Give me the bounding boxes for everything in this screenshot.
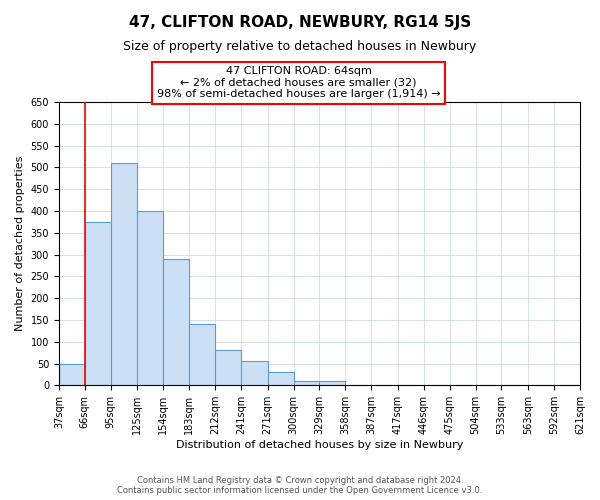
Text: 47 CLIFTON ROAD: 64sqm
← 2% of detached houses are smaller (32)
98% of semi-deta: 47 CLIFTON ROAD: 64sqm ← 2% of detached … bbox=[157, 66, 440, 99]
X-axis label: Distribution of detached houses by size in Newbury: Distribution of detached houses by size … bbox=[176, 440, 463, 450]
Y-axis label: Number of detached properties: Number of detached properties bbox=[15, 156, 25, 332]
Bar bbox=[319, 381, 346, 386]
Bar bbox=[268, 372, 293, 386]
Bar bbox=[293, 381, 319, 386]
Text: Size of property relative to detached houses in Newbury: Size of property relative to detached ho… bbox=[124, 40, 476, 53]
Bar bbox=[189, 324, 215, 386]
Bar bbox=[85, 222, 110, 386]
Bar bbox=[110, 163, 137, 386]
Text: 47, CLIFTON ROAD, NEWBURY, RG14 5JS: 47, CLIFTON ROAD, NEWBURY, RG14 5JS bbox=[129, 15, 471, 30]
Bar bbox=[241, 362, 268, 386]
Bar bbox=[215, 350, 241, 386]
Bar bbox=[163, 259, 189, 386]
Bar bbox=[137, 211, 163, 386]
Text: Contains HM Land Registry data © Crown copyright and database right 2024.
Contai: Contains HM Land Registry data © Crown c… bbox=[118, 476, 482, 495]
Bar bbox=[59, 364, 85, 386]
